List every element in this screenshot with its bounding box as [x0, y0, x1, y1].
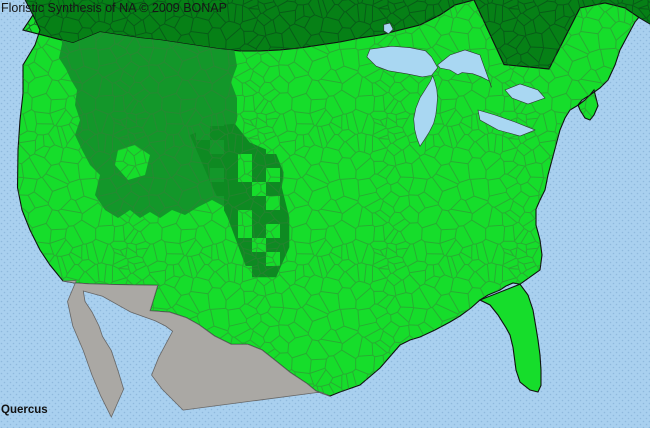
svg-text:Quercus: Quercus — [1, 404, 48, 416]
svg-text:Floristic Synthesis of NA © 20: Floristic Synthesis of NA © 2009 BONAP — [1, 1, 227, 15]
